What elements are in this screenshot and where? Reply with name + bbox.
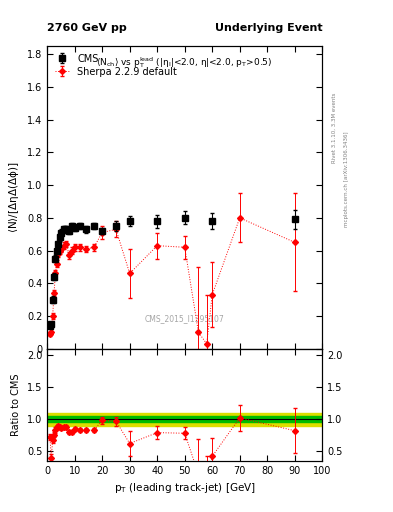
Y-axis label: $\langle N\rangle/[\Delta\eta\Delta(\Delta\phi)]$: $\langle N\rangle/[\Delta\eta\Delta(\Del… [7, 162, 21, 233]
Text: Rivet 3.1.10, 3.3M events: Rivet 3.1.10, 3.3M events [332, 93, 337, 163]
Y-axis label: Ratio to CMS: Ratio to CMS [11, 374, 21, 436]
Text: Underlying Event: Underlying Event [215, 23, 322, 33]
Text: mcplots.cern.ch [arXiv:1306.3436]: mcplots.cern.ch [arXiv:1306.3436] [344, 132, 349, 227]
Bar [47, 413, 322, 425]
Legend: CMS, Sherpa 2.2.9 default: CMS, Sherpa 2.2.9 default [52, 51, 180, 80]
Bar [47, 416, 322, 422]
Text: $\langle N_{ch}\rangle$ vs $p_T^{lead}$ ($|\eta_l|$<2.0, $\eta$|<2.0, $p_T$>0.5): $\langle N_{ch}\rangle$ vs $p_T^{lead}$ … [97, 55, 273, 70]
Text: 2760 GeV pp: 2760 GeV pp [47, 23, 127, 33]
Text: CMS_2015_I1395107: CMS_2015_I1395107 [145, 314, 224, 323]
X-axis label: $p_T$ (leading track-jet) [GeV]: $p_T$ (leading track-jet) [GeV] [114, 481, 256, 495]
